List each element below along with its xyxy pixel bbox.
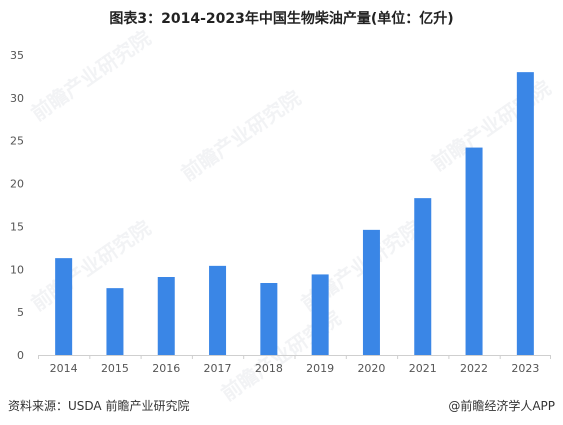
- y-tick-label: 25: [10, 135, 24, 148]
- x-tick-label: 2017: [204, 362, 232, 375]
- x-tick-label: 2015: [101, 362, 129, 375]
- bar-2021: [414, 198, 432, 355]
- brand-credit: @前瞻经济学人APP: [448, 399, 555, 413]
- bar-2014: [55, 258, 73, 355]
- x-tick-label: 2022: [460, 362, 488, 375]
- x-tick-label: 2016: [152, 362, 180, 375]
- x-tick-label: 2023: [511, 362, 539, 375]
- bar-2015: [106, 288, 124, 355]
- x-tick-label: 2018: [255, 362, 283, 375]
- bar-2022: [465, 147, 483, 355]
- bar-2020: [362, 229, 380, 355]
- x-tick-label: 2019: [306, 362, 334, 375]
- y-tick-label: 15: [10, 220, 24, 233]
- y-tick-label: 20: [10, 178, 24, 191]
- source-note: 资料来源：USDA 前瞻产业研究院: [8, 399, 190, 413]
- chart-title: 图表3：2014-2023年中国生物柴油产量(单位：亿升): [109, 11, 454, 27]
- bar-2018: [260, 283, 278, 355]
- bar-2016: [157, 277, 175, 355]
- y-tick-label: 5: [17, 306, 24, 319]
- y-tick-label: 0: [17, 349, 24, 362]
- x-tick-label: 2021: [409, 362, 437, 375]
- x-tick-label: 2020: [357, 362, 385, 375]
- x-tick-label: 2014: [50, 362, 78, 375]
- bar-2019: [311, 274, 329, 355]
- y-tick-label: 30: [10, 92, 24, 105]
- bar-2023: [516, 72, 534, 356]
- y-tick-label: 35: [10, 49, 24, 62]
- y-tick-label: 10: [10, 263, 24, 276]
- bar-2017: [209, 265, 227, 355]
